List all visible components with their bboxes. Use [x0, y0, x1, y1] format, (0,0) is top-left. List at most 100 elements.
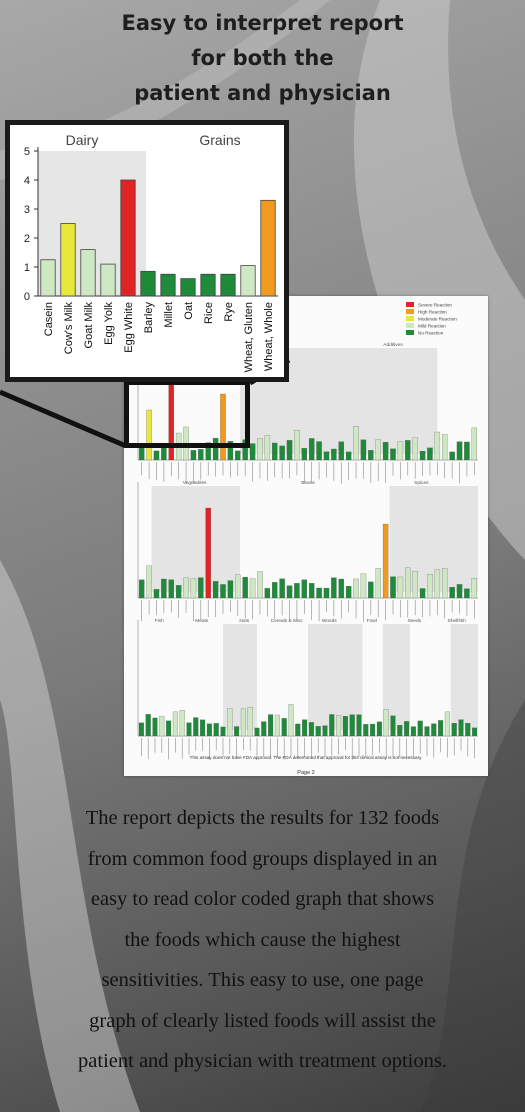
inset-chart: Dairy Grains 0 1 2 3 4 5 Casein Cow's Milk Goat… [5, 120, 289, 382]
report-bar [390, 715, 396, 737]
report-group-label: Beans [301, 480, 315, 486]
report-bar [338, 578, 344, 599]
bar-rye [220, 273, 236, 297]
report-bar [264, 588, 271, 599]
report-bar [294, 429, 300, 461]
report-bar [212, 581, 219, 599]
report-bar [161, 578, 167, 599]
x-label: Wheat, Gluten [243, 302, 255, 372]
report-bar [159, 715, 165, 737]
report-bar [152, 717, 158, 737]
report-bar [247, 707, 253, 737]
x-label: Millet [163, 302, 175, 328]
headline: Easy to interpret report for both the pa… [0, 6, 525, 111]
bar-casein [40, 259, 56, 297]
report-bar [175, 585, 182, 599]
report-bar [295, 723, 301, 737]
report-bar [242, 577, 248, 599]
report-bar [382, 523, 389, 599]
x-label: Rice [203, 302, 215, 324]
report-bar [322, 725, 328, 737]
report-bar [268, 714, 274, 737]
group-label-grains: Grains [199, 132, 240, 148]
report-group-label: Spices [414, 480, 429, 486]
bar-rice [200, 273, 216, 297]
report-bar [382, 442, 389, 461]
report-bar [183, 577, 189, 599]
caption-line-5: sensitivities. This easy to use, one pag… [101, 969, 424, 991]
report-bar [434, 569, 441, 599]
report-bar [336, 715, 342, 737]
report-group-label: Vegetables [183, 480, 207, 486]
report-bar [383, 709, 389, 737]
report-bar [186, 722, 192, 737]
report-group-label: Woods [322, 618, 337, 624]
report-group-label: Cereals & Misc [271, 618, 304, 624]
y-tick-label: 4 [24, 175, 30, 187]
report-bar [249, 578, 256, 599]
report-bar [286, 440, 293, 461]
legend-swatch [406, 302, 414, 307]
report-bar [323, 451, 330, 461]
report-bar [472, 727, 478, 737]
report-bar [302, 719, 308, 737]
report-bar [198, 577, 204, 599]
report-bar [240, 708, 246, 737]
report-bar [316, 441, 322, 461]
report-bar [279, 445, 285, 461]
report-bar [368, 581, 374, 599]
report-bar [227, 441, 234, 461]
y-tick-label: 2 [24, 233, 30, 245]
report-bar [301, 579, 308, 599]
report-bar [146, 565, 152, 599]
group-shade [450, 624, 478, 730]
report-bar [166, 720, 172, 737]
report-bar [442, 434, 448, 461]
report-bar [213, 723, 219, 737]
legend-swatch [406, 330, 414, 335]
report-bar [412, 437, 418, 461]
report-bar [286, 585, 293, 599]
report-bar [294, 583, 300, 599]
bar-cow-s-milk [60, 223, 76, 297]
report-bar [376, 721, 382, 737]
report-bar [272, 442, 278, 461]
report-bar [438, 720, 444, 737]
report-bar [279, 578, 285, 599]
bar-oat [180, 278, 196, 297]
report-page-label: Page 2 [297, 770, 314, 776]
report-bar [249, 443, 256, 461]
legend-label: Mild Reaction [418, 324, 446, 329]
report-bar [308, 438, 315, 461]
report-bar [390, 576, 396, 599]
report-bar [212, 438, 219, 461]
report-bar [404, 721, 410, 737]
report-bar [264, 435, 271, 461]
report-bar [205, 442, 211, 461]
group-shade [389, 486, 478, 592]
zoom-highlight-frame [124, 380, 250, 448]
report-bar [456, 584, 463, 599]
inset-x-labels: Casein Cow's Milk Goat Milk Egg Yolk Egg Whi… [43, 302, 275, 373]
report-bar [338, 441, 344, 461]
report-bar [138, 722, 144, 737]
report-bar [410, 726, 416, 737]
report-bar [200, 719, 206, 737]
report-bar [405, 567, 411, 599]
x-label: Wheat, Whole [263, 302, 275, 371]
report-bar [220, 584, 226, 599]
report-bar [342, 716, 348, 737]
legend-label: Moderate Reaction [418, 317, 457, 322]
report-bar [431, 723, 437, 737]
headline-line-3: patient and physician [134, 81, 391, 105]
report-bar [329, 714, 335, 737]
caption-line-3: easy to read color coded graph that show… [90, 888, 435, 910]
report-bar [315, 726, 321, 737]
bar-wheat-gluten [240, 265, 256, 297]
legend-swatch [406, 323, 414, 328]
y-tick-label: 0 [24, 291, 30, 303]
report-bar [419, 450, 426, 461]
report-bar [397, 576, 404, 599]
report-bar [353, 578, 359, 599]
y-tick-label: 1 [24, 262, 30, 274]
